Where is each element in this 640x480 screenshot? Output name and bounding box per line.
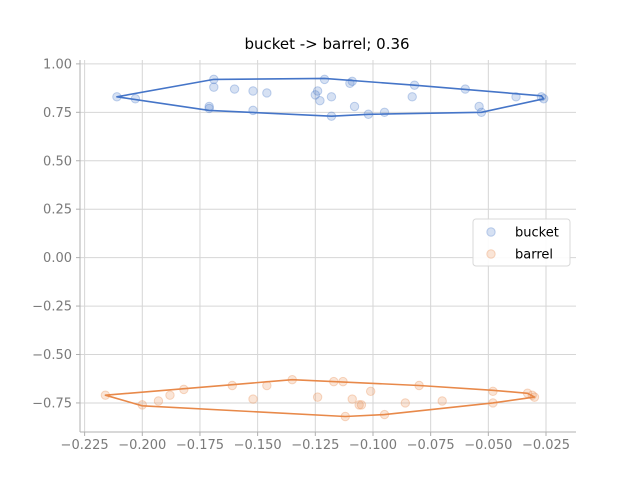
y-tick-label: 0.00 — [43, 251, 72, 266]
x-tick-label: −0.200 — [118, 438, 166, 453]
barrel-point — [340, 411, 351, 422]
bucket-point — [347, 76, 357, 87]
bucket-point — [474, 101, 484, 112]
bucket-point — [476, 107, 487, 118]
barrel-point — [227, 380, 237, 391]
bucket-point — [511, 92, 521, 102]
barrel-point — [400, 398, 410, 408]
barrel-point — [488, 398, 498, 408]
bucket-point — [248, 86, 258, 96]
axes: −0.225 −0.200 −0.175 −0.150 −0.125 −0.100 −0.0… — [32, 57, 576, 453]
bucket-point — [312, 86, 323, 96]
bucket-point — [209, 82, 219, 92]
bucket-point — [319, 74, 330, 85]
scatter-points — [100, 74, 549, 422]
barrel-point — [165, 390, 175, 400]
bucket-hull-line — [116, 77, 545, 117]
barrel-point — [329, 376, 339, 387]
legend-marker-barrel — [486, 249, 496, 259]
barrel-point — [437, 396, 447, 406]
bucket-point — [536, 92, 547, 102]
barrel-point — [365, 386, 376, 397]
legend-label-bucket: bucket — [515, 226, 559, 241]
x-tick-label: −0.175 — [176, 438, 224, 453]
legend-marker-bucket — [486, 227, 496, 237]
bucket-point — [460, 84, 470, 94]
chart-title: bucket -> barrel; 0.36 — [244, 35, 409, 53]
bucket-point — [248, 105, 258, 116]
bucket-point — [130, 94, 141, 104]
x-tick-label: −0.100 — [349, 438, 397, 453]
barrel-point — [488, 386, 498, 397]
y-tick-label: 0.75 — [43, 106, 72, 121]
y-tick-label: 0.25 — [43, 203, 72, 218]
y-tick-label: 1.00 — [43, 57, 72, 72]
barrel-point — [153, 396, 164, 406]
barrel-point — [338, 376, 348, 387]
x-tick-label: −0.025 — [522, 438, 570, 453]
barrel-point — [414, 380, 424, 391]
barrel-point — [356, 400, 367, 410]
bucket-point — [262, 88, 272, 98]
barrel-point — [248, 394, 258, 404]
bucket-point — [409, 80, 420, 90]
bucket-point — [539, 94, 549, 104]
legend-label-barrel: barrel — [515, 248, 553, 263]
bucket-point — [326, 111, 337, 121]
barrel-point — [379, 409, 390, 420]
bucket-point — [349, 101, 360, 112]
x-tick-label: −0.075 — [407, 438, 455, 453]
y-tick-label: 0.50 — [43, 154, 72, 169]
x-tick-label: −0.150 — [234, 438, 282, 453]
barrel-point — [522, 388, 533, 398]
y-tick-label: −0.25 — [32, 300, 72, 315]
bucket-point — [363, 109, 374, 119]
barrel-point — [529, 392, 540, 402]
barrel-point — [262, 380, 272, 391]
barrel-point — [354, 400, 364, 410]
x-tick-label: −0.050 — [464, 438, 512, 453]
y-tick-label: −0.50 — [32, 348, 72, 363]
bucket-point — [112, 92, 122, 102]
barrel-point — [179, 384, 189, 395]
legend: bucket barrel — [472, 218, 571, 267]
bucket-point — [345, 78, 355, 88]
barrel-hull-line — [104, 378, 536, 418]
legend-box — [472, 218, 571, 267]
bucket-point — [326, 92, 337, 102]
barrel-point — [137, 400, 147, 410]
bucket-point — [229, 84, 240, 94]
barrel-point — [527, 390, 537, 400]
barrel-point — [100, 390, 111, 400]
hull-lines — [104, 77, 545, 418]
bucket-point — [310, 90, 321, 100]
bucket-point — [315, 95, 325, 106]
bucket-point — [204, 103, 214, 114]
x-tick-label: −0.125 — [291, 438, 339, 453]
bucket-point — [204, 101, 214, 112]
barrel-point — [347, 394, 357, 404]
x-tick-label: −0.225 — [61, 438, 109, 453]
bucket-point — [209, 74, 219, 85]
bucket-point — [407, 92, 417, 102]
y-tick-label: −0.75 — [32, 396, 72, 411]
bucket-point — [379, 107, 390, 118]
barrel-point — [287, 374, 297, 385]
barrel-point — [312, 392, 323, 402]
